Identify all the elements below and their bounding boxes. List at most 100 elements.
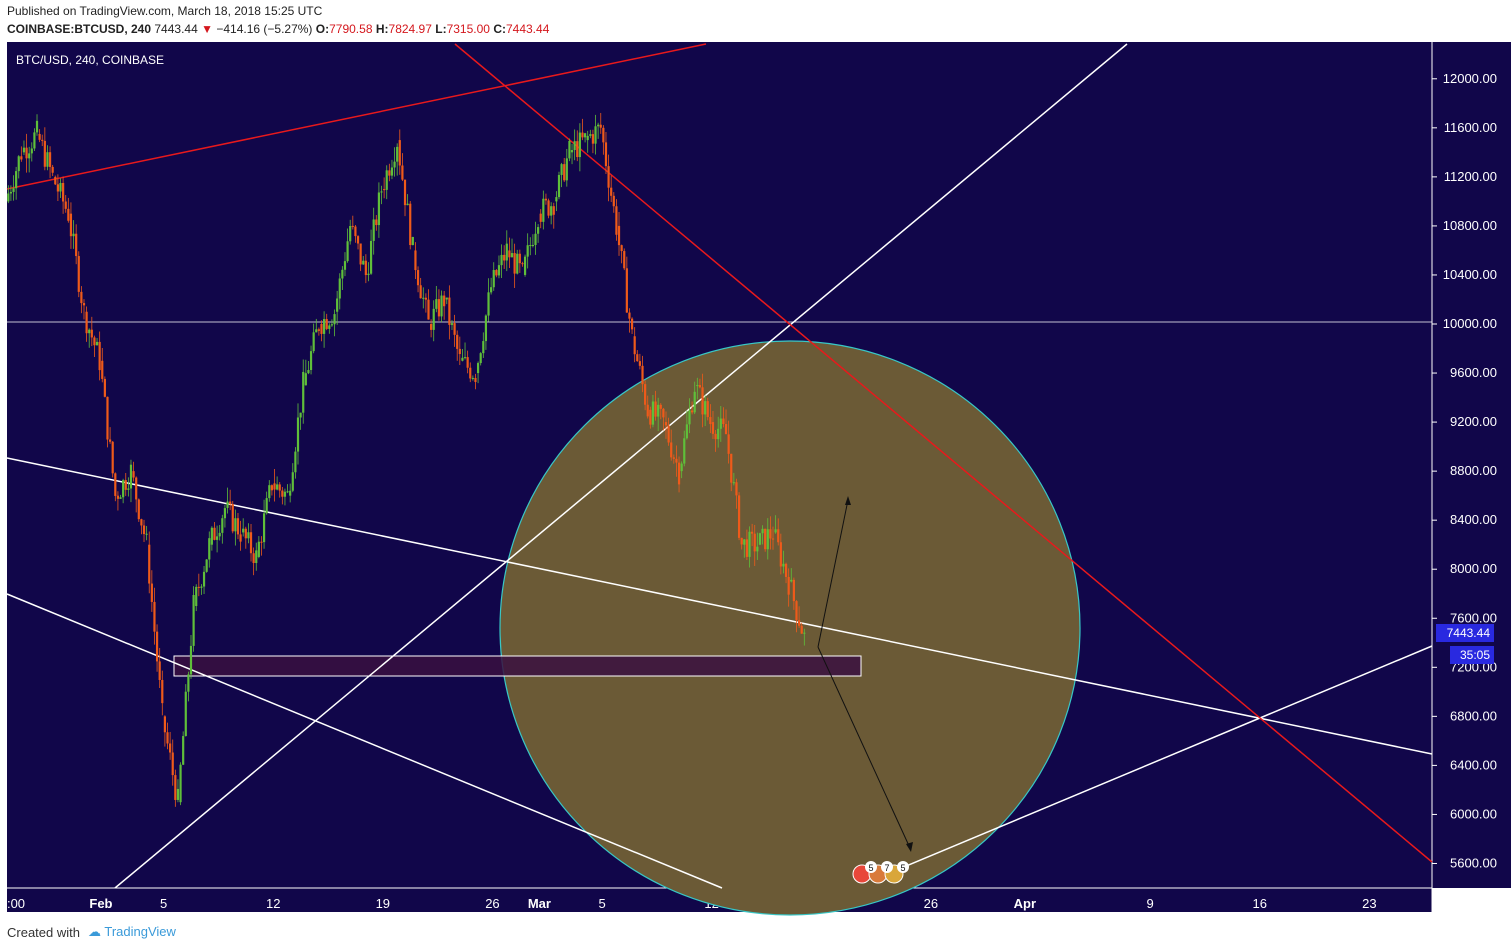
candle-body: [174, 775, 177, 800]
candle-body: [273, 483, 276, 490]
candle-body: [312, 332, 315, 352]
trendline-white-support: [879, 645, 1433, 878]
candle-body: [503, 254, 506, 261]
candle-body: [516, 253, 519, 274]
candle-body: [774, 529, 777, 533]
legend-label: BTC/USD, 240, COINBASE: [16, 53, 164, 67]
y-tick-label: 6400.00: [1450, 757, 1497, 772]
candle-body: [675, 458, 678, 463]
candle-body: [766, 529, 769, 550]
candle-body: [623, 251, 626, 269]
candle-body: [432, 308, 435, 330]
candle-body: [38, 133, 41, 140]
candle-body: [636, 354, 639, 362]
candle-body: [568, 141, 571, 159]
candle-body: [615, 206, 618, 235]
candle-body: [17, 156, 20, 172]
candle-body: [495, 270, 498, 276]
x-tick-label: Feb: [89, 896, 112, 911]
change-value: −414.16 (−5.27%): [216, 22, 313, 36]
candle-body: [531, 245, 534, 247]
candle-body: [479, 353, 482, 364]
candle-body: [223, 508, 227, 519]
candle-body: [490, 287, 493, 293]
candle-body: [463, 357, 467, 359]
candle-body: [730, 453, 733, 483]
projection-arrow-up: [817, 499, 849, 648]
candle-body: [630, 318, 634, 330]
candle-body: [33, 132, 36, 149]
close-value: 7443.44: [505, 22, 550, 36]
price-chart[interactable]: 12000.00 11600.00 11200.00 10800.00 10400.00…: [0, 42, 1511, 922]
candle-body: [409, 203, 412, 246]
candle-body: [12, 188, 15, 192]
candle-body: [625, 268, 628, 313]
candle-body: [236, 518, 240, 535]
candle-body: [798, 620, 801, 626]
candle-body: [320, 324, 323, 334]
candle-body: [176, 788, 180, 800]
high-value: 7824.97: [388, 22, 432, 36]
candle-body: [317, 329, 320, 331]
open-label: O:: [315, 22, 330, 36]
candle-body: [547, 200, 550, 216]
candle-body: [192, 595, 195, 646]
candle-body: [521, 263, 524, 265]
candle-body: [641, 365, 644, 385]
y-tick-label: 12000.00: [1443, 71, 1497, 86]
candle-body: [443, 295, 446, 307]
candle-body: [401, 165, 404, 180]
y-tick-label: 8800.00: [1450, 463, 1497, 478]
candle-body: [403, 179, 407, 206]
candle-body: [620, 245, 623, 252]
y-tick-label: 11600.00: [1444, 120, 1497, 135]
candle-body: [563, 164, 566, 181]
candle-body: [82, 303, 86, 306]
candle-body: [419, 285, 422, 299]
candle-body: [529, 245, 532, 247]
y-tick-label: 10400.00: [1443, 267, 1497, 282]
candle-body: [265, 498, 268, 514]
candle-body: [210, 527, 213, 545]
candle-body: [77, 256, 80, 292]
candle-body: [771, 538, 775, 540]
candle-body: [732, 482, 735, 484]
candle-body: [35, 120, 39, 133]
candle-body: [202, 571, 206, 587]
tradingview-link[interactable]: ☁ TradingView: [88, 924, 176, 940]
timer-badge-bg: [1450, 646, 1494, 664]
candle-body: [369, 240, 373, 274]
trendline-white-desc-2: [6, 593, 723, 889]
candle-body: [604, 142, 608, 167]
candle-body: [453, 323, 456, 335]
x-tick-label: 5: [598, 896, 605, 911]
candle-body: [260, 541, 263, 543]
candle-body: [28, 153, 31, 159]
candle-body: [646, 404, 649, 417]
candle-body: [782, 563, 785, 567]
candle-body: [302, 371, 305, 413]
candle-body: [740, 537, 743, 545]
candle-body: [396, 146, 399, 162]
candle-body: [424, 297, 427, 300]
candle-body: [163, 716, 166, 733]
candle-body: [751, 531, 754, 534]
candle-body: [64, 201, 67, 209]
candle-body: [189, 645, 193, 675]
candle-body: [124, 480, 127, 490]
y-tick-label: 6800.00: [1450, 708, 1497, 723]
candle-body: [351, 225, 354, 227]
candle-body: [756, 546, 759, 552]
candle-body: [570, 150, 574, 153]
candle-body: [281, 490, 284, 497]
candle-body: [769, 529, 772, 539]
candle-body: [101, 360, 104, 379]
candle-body: [182, 736, 185, 765]
candle-body: [685, 424, 688, 439]
price-axis: [1432, 42, 1511, 888]
candle-body: [753, 533, 756, 552]
candle-body: [664, 422, 668, 426]
candle-body: [114, 473, 117, 496]
candle-body: [93, 337, 96, 346]
candle-body: [557, 174, 561, 198]
